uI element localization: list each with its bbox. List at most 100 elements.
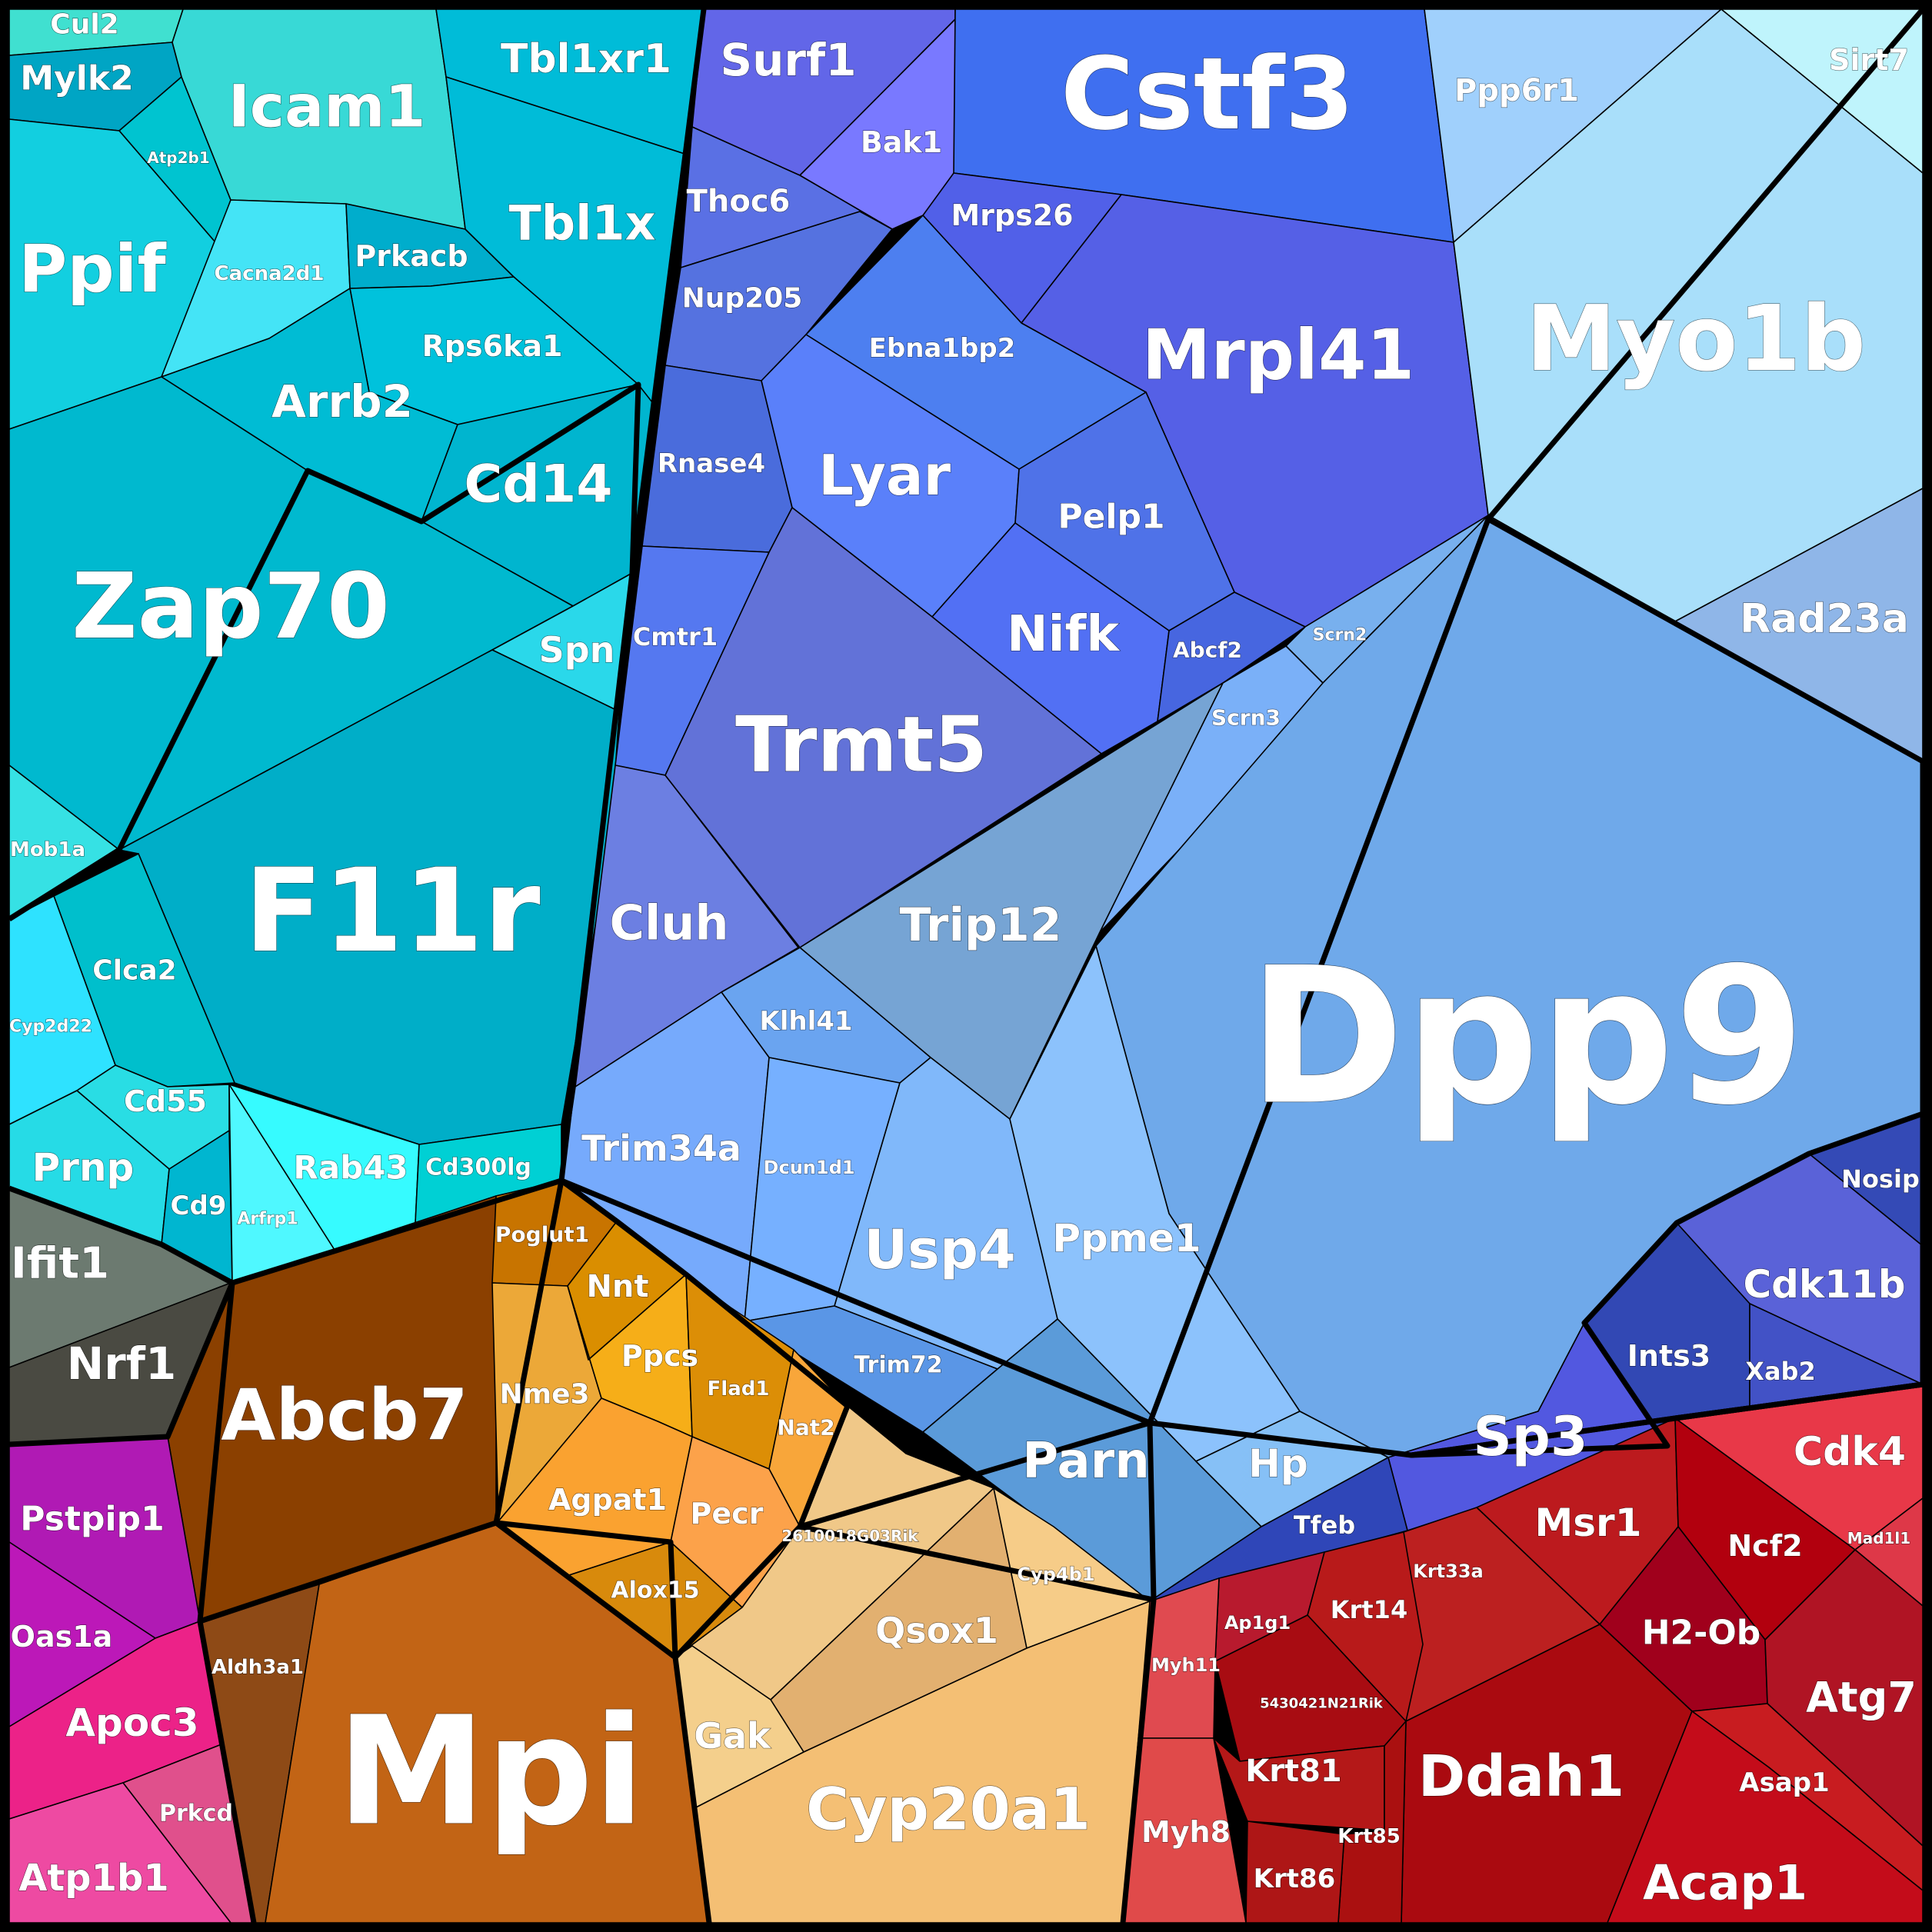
label-2610018g03rik: 2610018G03Rik: [781, 1527, 918, 1545]
label-cdk4: Cdk4: [1794, 1429, 1906, 1475]
label-myh11: Myh11: [1151, 1654, 1221, 1676]
label-dcun1d1: Dcun1d1: [764, 1157, 855, 1178]
label-krt33a: Krt33a: [1413, 1561, 1484, 1582]
label-trmt5: Trmt5: [735, 700, 988, 790]
label-tbl1xr1: Tbl1xr1: [501, 36, 671, 82]
label-trim34a: Trim34a: [581, 1128, 741, 1169]
label-rab43: Rab43: [293, 1149, 408, 1187]
label-flad1: Flad1: [708, 1377, 770, 1401]
label-scrn2: Scrn2: [1313, 626, 1367, 645]
group-border: [197, 1180, 565, 1624]
label-bak1: Bak1: [861, 125, 942, 159]
group-border: [559, 1178, 851, 1528]
label-clca2: Clca2: [92, 955, 176, 987]
label-xab2: Xab2: [1745, 1357, 1815, 1386]
label-prkcd: Prkcd: [159, 1800, 233, 1827]
label-prkacb: Prkacb: [355, 239, 468, 273]
label-5430421n21rik: 5430421N21Rik: [1260, 1696, 1384, 1712]
label-arfrp1: Arfrp1: [237, 1210, 298, 1229]
label-spn: Spn: [539, 629, 615, 671]
cell-abcf2[interactable]: [1157, 591, 1306, 722]
label-krt14: Krt14: [1331, 1595, 1407, 1624]
label-krt81: Krt81: [1245, 1754, 1342, 1789]
label-trip12: Trip12: [900, 898, 1062, 952]
group-border: [558, 7, 1925, 1426]
group-border: [231, 1178, 563, 1286]
label-nifk: Nifk: [1007, 606, 1120, 663]
label-qsox1: Qsox1: [875, 1610, 998, 1651]
label-mpi: Mpi: [337, 1684, 645, 1859]
label-lyar: Lyar: [818, 443, 951, 508]
label-klhl41: Klhl41: [759, 1006, 852, 1037]
label-sirt7: Sirt7: [1829, 43, 1909, 77]
label-sp3: Sp3: [1473, 1405, 1587, 1468]
label-cd14: Cd14: [464, 455, 612, 515]
label-apoc3: Apoc3: [65, 1700, 198, 1745]
label-msr1: Msr1: [1535, 1501, 1642, 1545]
label-acap1: Acap1: [1643, 1855, 1807, 1911]
label-abcf2: Abcf2: [1173, 638, 1242, 663]
label-scrn3: Scrn3: [1211, 705, 1281, 731]
group-border: [197, 1621, 257, 1924]
label-layer: Cul2 Mylk2 Atp2b1 Icam1 Tbl1xr1 Ppif Cacna2d1 P…: [8, 8, 1920, 1911]
group-border: [8, 381, 641, 921]
label-cmtr1: Cmtr1: [633, 622, 718, 651]
label-cd55: Cd55: [124, 1084, 207, 1118]
label-f11r: F11r: [244, 844, 540, 978]
label-mrps26: Mrps26: [951, 198, 1073, 232]
label-poglut1: Poglut1: [495, 1222, 589, 1247]
label-oas1a: Oas1a: [11, 1620, 113, 1654]
label-cluh: Cluh: [609, 895, 728, 951]
label-cacna2d1: Cacna2d1: [215, 262, 325, 285]
label-ap1g1: Ap1g1: [1224, 1612, 1291, 1634]
label-atp1b1: Atp1b1: [18, 1857, 169, 1900]
label-pstpip1: Pstpip1: [20, 1500, 164, 1539]
label-alox15: Alox15: [611, 1577, 699, 1604]
label-nme3: Nme3: [499, 1379, 589, 1411]
label-ppif: Ppif: [18, 231, 167, 308]
label-mrpl41: Mrpl41: [1142, 315, 1414, 396]
label-ebna1bp2: Ebna1bp2: [869, 333, 1016, 364]
label-pelp1: Pelp1: [1058, 498, 1164, 537]
label-zap70: Zap70: [72, 553, 390, 659]
label-myh8: Myh8: [1141, 1815, 1231, 1849]
label-krt85: Krt85: [1337, 1825, 1401, 1848]
label-cd300lg: Cd300lg: [425, 1154, 531, 1181]
label-mad1l1: Mad1l1: [1847, 1529, 1910, 1547]
label-pecr: Pecr: [691, 1497, 764, 1531]
label-mob1a: Mob1a: [10, 838, 85, 861]
label-ncf2: Ncf2: [1727, 1529, 1802, 1563]
label-rps6ka1: Rps6ka1: [422, 329, 563, 363]
label-mylk2: Mylk2: [20, 59, 133, 98]
label-arrb2: Arrb2: [271, 375, 413, 428]
label-tfeb: Tfeb: [1294, 1511, 1355, 1540]
label-nrf1: Nrf1: [67, 1337, 177, 1390]
cell-nifk[interactable]: [931, 522, 1170, 754]
label-cyp20a1: Cyp20a1: [806, 1775, 1091, 1844]
label-rad23a: Rad23a: [1740, 596, 1909, 642]
label-cd9: Cd9: [171, 1191, 227, 1221]
label-ppcs: Ppcs: [621, 1339, 698, 1373]
label-cul2: Cul2: [50, 9, 118, 41]
label-ddah1: Ddah1: [1418, 1744, 1625, 1810]
label-nnt: Nnt: [586, 1269, 648, 1304]
group-border: [1147, 1422, 1157, 1601]
label-abcb7: Abcb7: [221, 1374, 468, 1457]
label-trim72: Trim72: [854, 1352, 942, 1379]
label-gak: Gak: [694, 1715, 771, 1757]
label-cyp2d22: Cyp2d22: [9, 1018, 92, 1037]
label-hp: Hp: [1248, 1441, 1308, 1486]
label-usp4: Usp4: [864, 1218, 1015, 1281]
group-border: [495, 1520, 678, 1658]
label-ifit1: Ifit1: [11, 1239, 109, 1289]
label-myo1b: Myo1b: [1526, 285, 1866, 391]
label-rnase4: Rnase4: [658, 448, 765, 479]
group-border: [1674, 1381, 1924, 1421]
label-tbl1x: Tbl1x: [508, 195, 655, 251]
label-surf1: Surf1: [720, 34, 856, 86]
cell-layer: [8, 8, 1924, 1924]
label-cstf3: Cstf3: [1061, 35, 1354, 152]
label-nosip: Nosip: [1841, 1164, 1920, 1194]
